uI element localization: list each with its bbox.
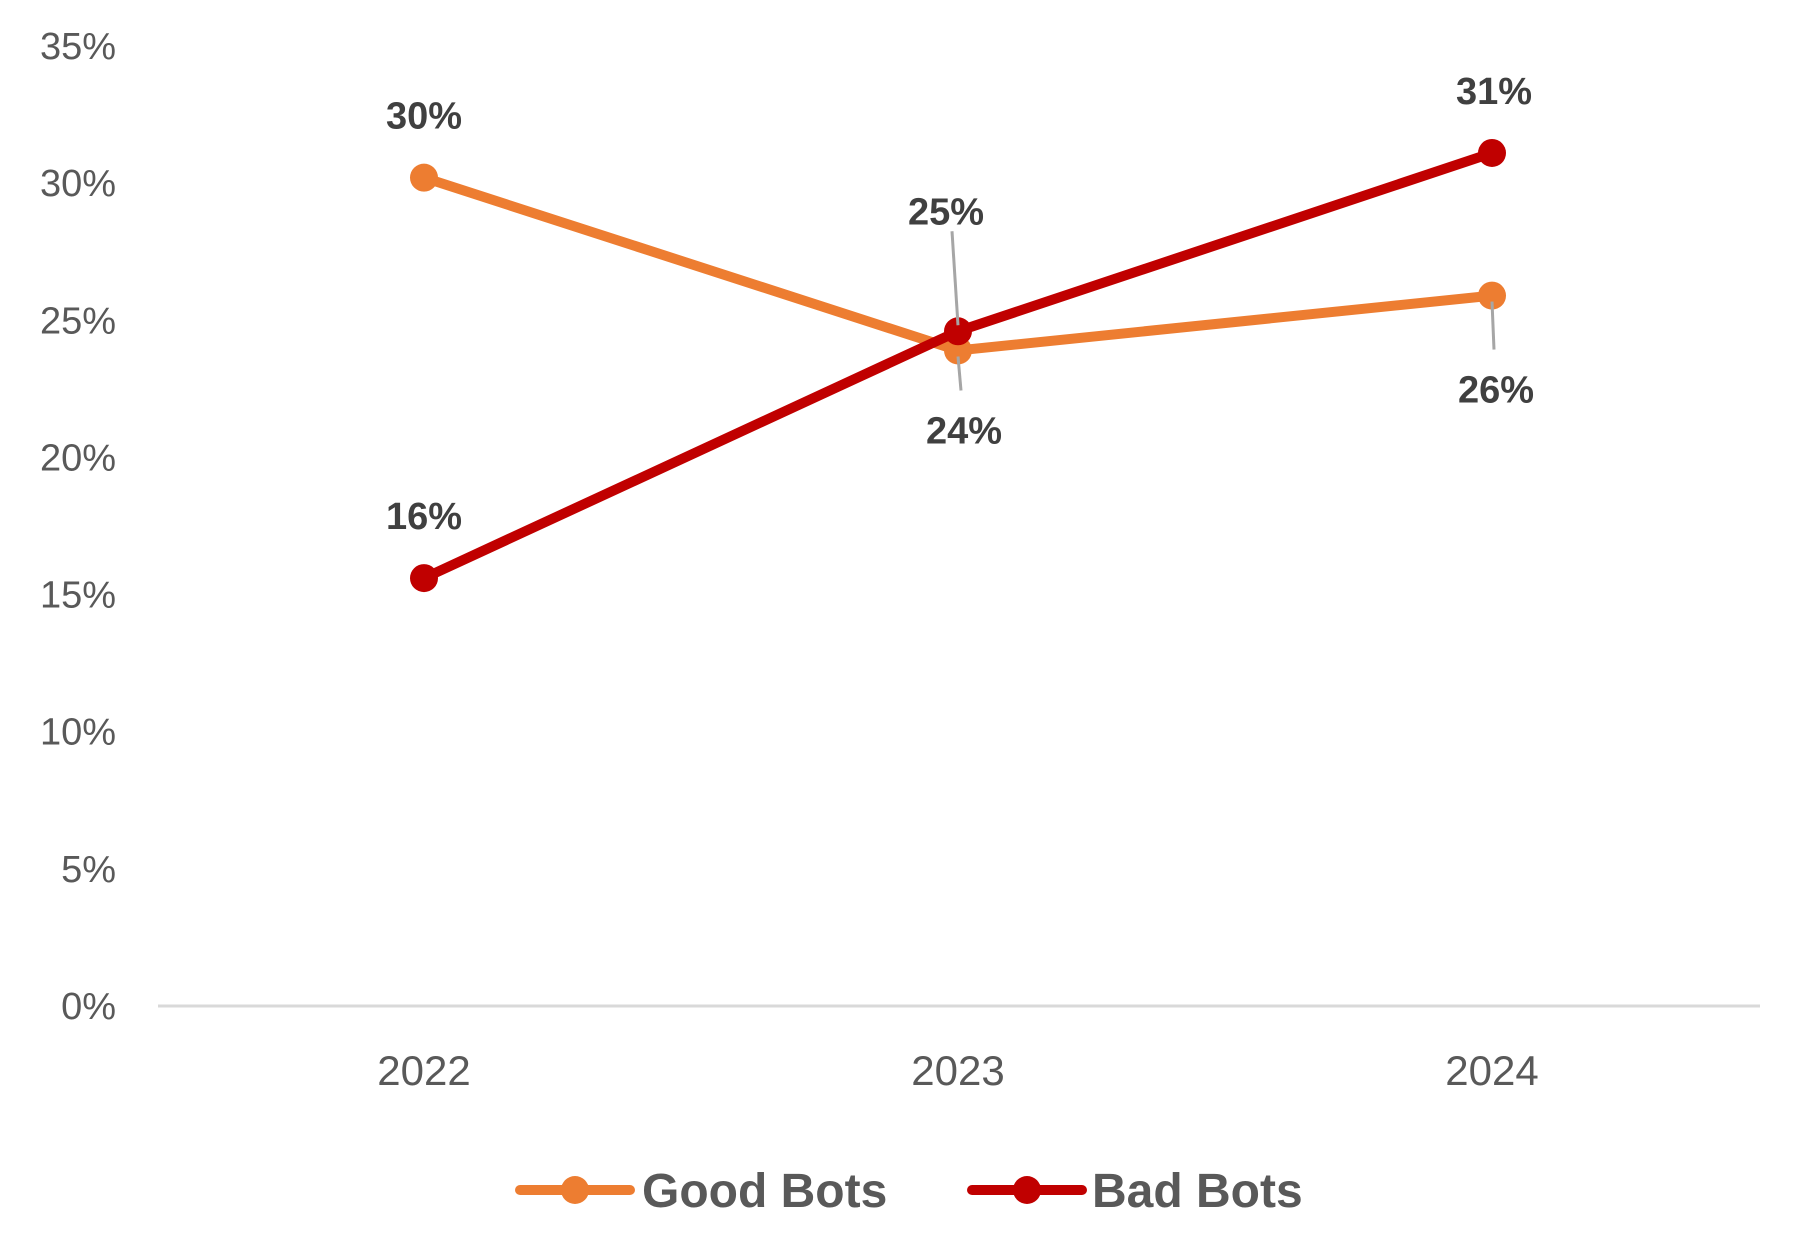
data-point-bad-bots: [410, 564, 438, 593]
y-tick-label: 5%: [61, 849, 116, 891]
leader-line: [956, 356, 963, 391]
data-label-bad-bots: 16%: [386, 496, 462, 538]
legend-item-bad-bots: Bad Bots: [967, 1165, 1303, 1218]
legend-label: Bad Bots: [1092, 1165, 1303, 1218]
legend-item-good-bots: Good Bots: [515, 1165, 887, 1218]
legend-marker-icon: [1013, 1176, 1041, 1204]
x-tick-label: 2024: [1445, 1047, 1538, 1094]
y-tick-label: 10%: [40, 712, 116, 754]
legend-marker-icon: [561, 1176, 589, 1204]
y-tick-label: 20%: [40, 437, 116, 479]
data-point-bad-bots: [944, 317, 972, 346]
leader-line: [1490, 301, 1496, 350]
data-point-good-bots: [1478, 281, 1506, 310]
y-tick-label: 30%: [40, 163, 116, 205]
data-point-good-bots: [410, 163, 438, 192]
data-point-good-bots: [944, 336, 972, 365]
data-labels: 30% 24% 26% 16% 25% 31%: [386, 71, 1534, 538]
y-tick-label: 35%: [40, 26, 116, 68]
x-tick-label: 2023: [911, 1047, 1004, 1094]
leader-lines: [950, 231, 1496, 391]
leader-line: [950, 231, 960, 326]
y-tick-label: 0%: [61, 986, 116, 1028]
legend: Good Bots Bad Bots: [515, 1165, 1303, 1218]
data-label-good-bots: 26%: [1458, 370, 1534, 412]
data-label-bad-bots: 25%: [908, 191, 984, 233]
y-tick-label: 15%: [40, 575, 116, 617]
legend-label: Good Bots: [642, 1165, 887, 1218]
data-label-bad-bots: 31%: [1456, 71, 1532, 113]
y-tick-label: 25%: [40, 300, 116, 342]
data-label-good-bots: 30%: [386, 96, 462, 138]
series-group: [410, 138, 1506, 593]
x-axis: 2022 2023 2024: [158, 1004, 1760, 1094]
data-label-good-bots: 24%: [926, 410, 1002, 452]
x-tick-label: 2022: [377, 1047, 470, 1094]
data-point-bad-bots: [1478, 138, 1506, 167]
y-axis: 0% 5% 10% 15% 20% 25% 30% 35%: [40, 26, 116, 1028]
